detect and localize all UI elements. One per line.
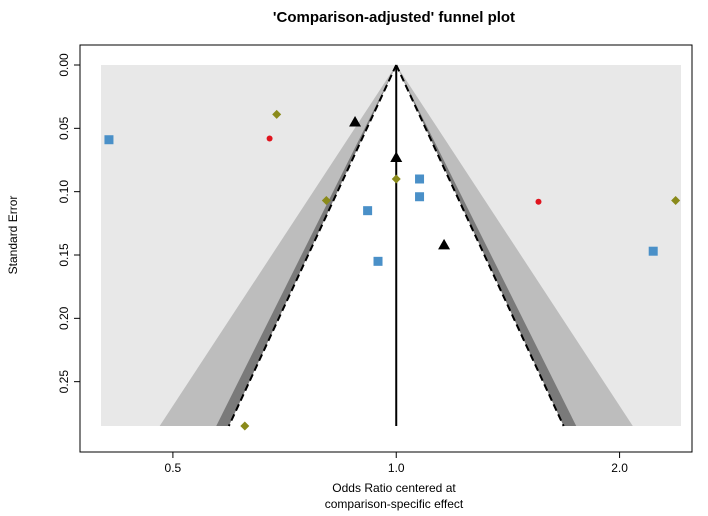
y-tick-label: 0.15 [57,243,71,267]
plot-frame [79,44,693,453]
diamond-point [272,109,282,119]
triangle-point [390,151,403,162]
diamond-point [671,196,681,206]
x-tick-label: 0.5 [165,461,182,475]
square-point [648,246,658,256]
funnel-dashed-line-right [395,64,565,427]
y-axis-label: Standard Error [6,196,20,275]
y-tick-label: 0.00 [57,53,71,77]
axes: 0.5 1.0 2.0 0.00 0.05 0.10 0.15 0.20 0.25 [57,44,693,475]
diamond-point [391,174,401,184]
square-point [373,256,383,266]
triangle-point [349,116,362,127]
circle-point [266,135,273,142]
x-tick-label: 1.0 [388,461,405,475]
diamond-point [240,421,250,431]
y-tick-label: 0.20 [57,306,71,330]
x-axis-label-line1: Odds Ratio centered at [332,481,456,495]
x-axis-label-line2: comparison-specific effect [325,497,464,511]
square-point [363,206,373,216]
diamond-point [321,196,331,206]
triangle-point [438,238,451,250]
square-point [104,135,114,145]
chart-title: 'Comparison-adjusted' funnel plot [273,9,515,26]
y-tick-label: 0.10 [57,180,71,204]
y-tick-label: 0.05 [57,116,71,140]
y-tick-label: 0.25 [57,370,71,394]
circle-point [535,198,542,205]
square-point [415,174,425,184]
square-point [415,192,425,202]
data-points [104,109,681,431]
x-tick-label: 2.0 [611,461,628,475]
funnel-dashed-line-left [227,64,398,427]
plot-area [101,64,681,427]
